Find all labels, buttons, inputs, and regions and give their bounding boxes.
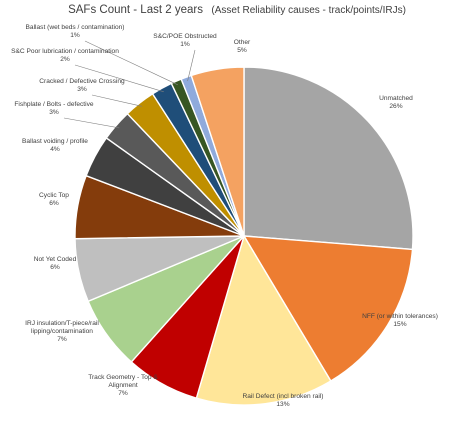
leader-line-ballast-wet-beds-contamination [84, 40, 178, 86]
slice-percent: 7% [57, 336, 67, 343]
leader-line-cracked-defective-crossing [91, 94, 143, 107]
slice-percent: 3% [49, 109, 59, 116]
leader-line-s-c-poe-obstructed [187, 49, 196, 82]
leader-line-fishplate-bolts-defective [63, 117, 120, 129]
slice-label-text: NFF (or within tolerances) [362, 313, 438, 320]
slice-label-text: Ballast (wet beds / contamination) [26, 24, 125, 31]
slice-label-irj-insulation-t-piece-rail-lipping-contamination: IRJ insulation/T-piece/rail lipping/conta… [25, 320, 99, 343]
slice-label-s-c-poor-lubrication-contamination: S&C Poor lubrication / contamination 2% [11, 48, 119, 63]
slice-percent: 13% [276, 401, 289, 408]
slice-label-text: Rail Defect (incl broken rail) [243, 393, 324, 400]
pie-slice-unmatched [243, 66, 414, 251]
slice-label-cyclic-top: Cyclic Top 6% [39, 192, 69, 207]
pie-slice-rail-defect-incl-broken-rail [195, 234, 332, 406]
slice-percent: 1% [180, 41, 190, 48]
slice-label-text: Track Geometry - Top & [88, 374, 158, 381]
slice-label-cracked-defective-crossing: Cracked / Defective Crossing 3% [39, 78, 125, 93]
slice-label-text: IRJ insulation/T-piece/rail [25, 320, 99, 327]
slice-percent: 5% [237, 47, 247, 54]
slice-label-text: Ballast voiding / profile [22, 138, 88, 145]
pie-slices [74, 66, 414, 406]
slice-label-text: S&C/POE Obstructed [153, 33, 217, 40]
slice-percent: 26% [389, 103, 402, 110]
slice-label-s-c-poe-obstructed: S&C/POE Obstructed 1% [153, 33, 217, 48]
slice-label-unmatched: Unmatched 26% [379, 95, 413, 110]
chart-subtitle: (Asset Reliability causes - track/points… [211, 5, 406, 16]
pie-slice-nff-or-within-tolerances [242, 235, 414, 382]
slice-label-not-yet-coded: Not Yet Coded 6% [34, 256, 77, 271]
pie-slice-other [190, 66, 245, 237]
slice-percent: 15% [393, 321, 406, 328]
slice-percent: 4% [50, 146, 60, 153]
slice-label-text: Cracked / Defective Crossing [39, 78, 125, 85]
slice-percent: 6% [50, 264, 60, 271]
slice-label-text: Cyclic Top [39, 192, 69, 199]
slice-label-track-geometry-top-alignment: Track Geometry - Top & Alignment 7% [88, 374, 158, 397]
slice-label-fishplate-bolts-defective: Fishplate / Bolts - defective 3% [14, 101, 93, 116]
slice-label-text: Unmatched [379, 95, 413, 102]
slice-percent: 6% [49, 200, 59, 207]
slice-label-ballast-wet-beds-contamination: Ballast (wet beds / contamination) 1% [26, 24, 125, 39]
slice-percent: 1% [70, 32, 80, 39]
slice-percent: 2% [60, 56, 70, 63]
slice-percent: 3% [77, 86, 87, 93]
slice-label-text: Not Yet Coded [34, 256, 77, 263]
slice-label-text: Other [234, 39, 251, 46]
chart-title: SAFs Count - Last 2 years (Asset Reliabi… [68, 0, 406, 17]
slice-label-nff-or-within-tolerances: NFF (or within tolerances) 15% [362, 313, 438, 328]
slice-label-other: Other 5% [234, 39, 251, 54]
slice-label-text: S&C Poor lubrication / contamination [11, 48, 119, 55]
slice-label-text: lipping/contamination [31, 328, 93, 335]
slice-label-rail-defect-incl-broken-rail: Rail Defect (incl broken rail) 13% [243, 393, 324, 408]
slice-labels: Unmatched 26% NFF (or within tolerances) 15… [11, 24, 438, 408]
leader-line-s-c-poor-lubrication-contamination [74, 64, 164, 93]
slice-label-text: Alignment [108, 382, 137, 389]
slice-label-ballast-voiding-profile: Ballast voiding / profile 4% [22, 138, 88, 153]
leader-lines [63, 40, 196, 129]
slice-label-text: Fishplate / Bolts - defective [14, 101, 93, 108]
chart-title-main: SAFs Count - Last 2 years [68, 4, 203, 16]
slice-percent: 7% [118, 390, 128, 397]
